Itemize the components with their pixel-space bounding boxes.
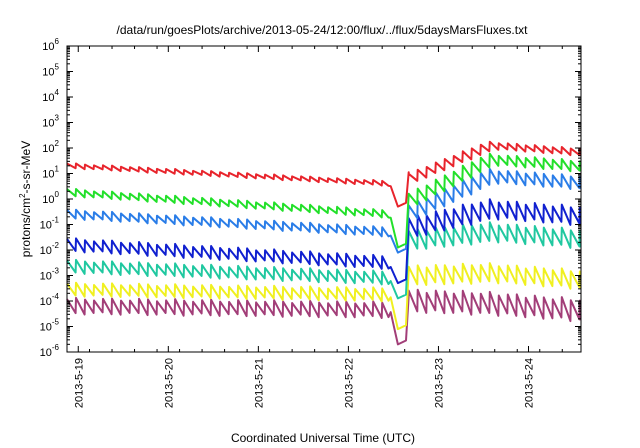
series-line: [66, 288, 582, 346]
y-tick-label: 101: [42, 165, 59, 181]
series-line: [66, 221, 582, 300]
x-tick-label: 2013-5-22: [343, 358, 355, 408]
series-layer: [66, 140, 582, 346]
x-tick-label: 2013-5-19: [73, 358, 85, 408]
x-axis: 2013-5-19 2013-5-20 2013-5-21 2013-5-22 2013…: [73, 46, 563, 408]
x-axis-label: Coordinated Universal Time (UTC): [231, 431, 415, 445]
series-line: [66, 262, 582, 331]
y-tick-label: 103: [42, 114, 59, 130]
y-tick-label: 10-2: [40, 241, 60, 257]
y-axis: 106 105 104 103 102 101 100 10-1 10-2 10-3 10-4 10-…: [40, 37, 581, 359]
series-line: [66, 152, 582, 249]
x-tick-label: 2013-5-20: [163, 358, 175, 408]
y-tick-label: 10-6: [40, 343, 60, 359]
chart-title: /data/run/goesPlots/archive/2013-05-24/1…: [117, 23, 529, 37]
y-tick-label: 10-4: [40, 292, 60, 308]
y-tick-label: 106: [42, 37, 59, 53]
y-tick-label: 10-5: [40, 318, 60, 334]
y-tick-label: 104: [42, 88, 59, 104]
series-line: [66, 198, 582, 285]
x-tick-label: 2013-5-21: [253, 358, 265, 408]
y-axis-label: protons/cm2-s-sr-MeV: [18, 141, 33, 257]
series-line: [66, 140, 582, 208]
y-tick-label: 105: [42, 63, 59, 79]
x-tick-label: 2013-5-24: [524, 358, 536, 408]
series-line: [66, 168, 582, 254]
x-tick-label: 2013-5-23: [433, 358, 445, 408]
y-tick-label: 10-1: [40, 216, 60, 232]
y-tick-label: 100: [42, 190, 59, 206]
y-tick-label: 102: [42, 139, 59, 155]
y-tick-label: 10-3: [40, 267, 60, 283]
